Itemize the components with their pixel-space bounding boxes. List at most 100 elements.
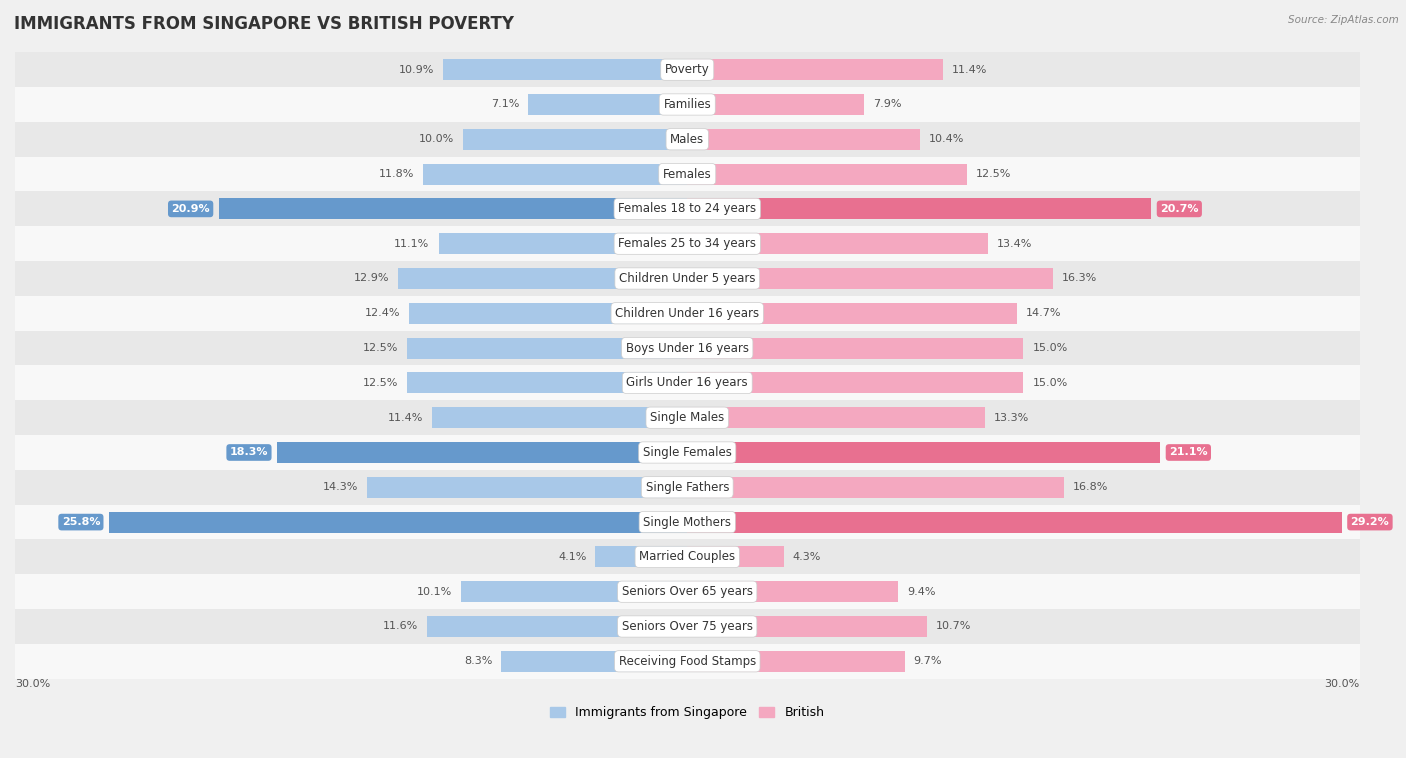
Bar <box>443 59 688 80</box>
Bar <box>15 87 1360 122</box>
Bar <box>688 547 783 567</box>
Text: 30.0%: 30.0% <box>15 679 51 689</box>
Text: Single Mothers: Single Mothers <box>644 515 731 528</box>
Text: 10.0%: 10.0% <box>419 134 454 144</box>
Bar <box>688 233 987 254</box>
Text: Boys Under 16 years: Boys Under 16 years <box>626 342 749 355</box>
Text: 13.4%: 13.4% <box>997 239 1032 249</box>
Bar <box>688 442 1160 463</box>
Text: 12.9%: 12.9% <box>354 274 389 283</box>
Text: 10.1%: 10.1% <box>416 587 451 597</box>
Text: 13.3%: 13.3% <box>994 412 1029 423</box>
Text: Children Under 16 years: Children Under 16 years <box>616 307 759 320</box>
Text: 14.3%: 14.3% <box>322 482 359 492</box>
Bar <box>688 303 1017 324</box>
Text: 8.3%: 8.3% <box>464 656 492 666</box>
Bar <box>688 199 1152 219</box>
Text: 11.4%: 11.4% <box>388 412 423 423</box>
Bar <box>688 581 898 602</box>
Text: Families: Families <box>664 98 711 111</box>
Bar <box>15 505 1360 540</box>
Bar <box>408 337 688 359</box>
Text: Females 25 to 34 years: Females 25 to 34 years <box>619 237 756 250</box>
Text: 12.5%: 12.5% <box>363 343 398 353</box>
Bar <box>15 227 1360 261</box>
Text: Married Couples: Married Couples <box>640 550 735 563</box>
Bar <box>15 575 1360 609</box>
Text: 15.0%: 15.0% <box>1032 378 1067 388</box>
Text: 15.0%: 15.0% <box>1032 343 1067 353</box>
Bar <box>688 512 1341 533</box>
Text: 16.3%: 16.3% <box>1062 274 1097 283</box>
Text: 14.7%: 14.7% <box>1025 309 1062 318</box>
Bar <box>688 268 1053 289</box>
Bar <box>398 268 688 289</box>
Text: Seniors Over 65 years: Seniors Over 65 years <box>621 585 752 598</box>
Text: 18.3%: 18.3% <box>229 447 269 458</box>
Text: Single Females: Single Females <box>643 446 731 459</box>
Bar <box>15 435 1360 470</box>
Bar <box>15 470 1360 505</box>
Text: Females 18 to 24 years: Females 18 to 24 years <box>619 202 756 215</box>
Text: Source: ZipAtlas.com: Source: ZipAtlas.com <box>1288 15 1399 25</box>
Text: Seniors Over 75 years: Seniors Over 75 years <box>621 620 752 633</box>
Text: 25.8%: 25.8% <box>62 517 100 527</box>
Text: IMMIGRANTS FROM SINGAPORE VS BRITISH POVERTY: IMMIGRANTS FROM SINGAPORE VS BRITISH POV… <box>14 15 515 33</box>
Text: Single Fathers: Single Fathers <box>645 481 728 493</box>
Bar <box>15 400 1360 435</box>
Bar <box>688 372 1024 393</box>
Text: 11.1%: 11.1% <box>394 239 430 249</box>
Text: 10.7%: 10.7% <box>936 622 972 631</box>
Bar <box>277 442 688 463</box>
Bar <box>529 94 688 115</box>
Bar <box>461 581 688 602</box>
Text: 4.3%: 4.3% <box>793 552 821 562</box>
Text: 29.2%: 29.2% <box>1351 517 1389 527</box>
Bar <box>15 540 1360 575</box>
Text: 12.5%: 12.5% <box>363 378 398 388</box>
Text: 9.7%: 9.7% <box>914 656 942 666</box>
Text: 11.6%: 11.6% <box>382 622 419 631</box>
Text: Girls Under 16 years: Girls Under 16 years <box>627 377 748 390</box>
Text: Receiving Food Stamps: Receiving Food Stamps <box>619 655 756 668</box>
Bar <box>15 644 1360 678</box>
Text: Females: Females <box>662 168 711 180</box>
Bar <box>15 609 1360 644</box>
Bar <box>427 616 688 637</box>
Bar <box>595 547 688 567</box>
Bar <box>15 330 1360 365</box>
Bar <box>439 233 688 254</box>
Bar <box>688 407 986 428</box>
Bar <box>15 365 1360 400</box>
Bar <box>15 192 1360 227</box>
Bar <box>15 52 1360 87</box>
Bar <box>688 337 1024 359</box>
Text: 9.4%: 9.4% <box>907 587 935 597</box>
Bar <box>15 157 1360 192</box>
Bar <box>409 303 688 324</box>
Text: 20.7%: 20.7% <box>1160 204 1198 214</box>
Text: 11.8%: 11.8% <box>378 169 413 179</box>
Bar <box>15 122 1360 157</box>
Bar <box>15 296 1360 330</box>
Legend: Immigrants from Singapore, British: Immigrants from Singapore, British <box>546 701 830 724</box>
Text: 7.9%: 7.9% <box>873 99 901 109</box>
Text: 21.1%: 21.1% <box>1168 447 1208 458</box>
Text: Poverty: Poverty <box>665 63 710 77</box>
Text: 10.9%: 10.9% <box>399 64 434 75</box>
Text: 30.0%: 30.0% <box>1324 679 1360 689</box>
Bar <box>110 512 688 533</box>
Bar <box>502 651 688 672</box>
Text: 20.9%: 20.9% <box>172 204 209 214</box>
Text: 12.5%: 12.5% <box>976 169 1012 179</box>
Text: 11.4%: 11.4% <box>952 64 987 75</box>
Text: 7.1%: 7.1% <box>491 99 519 109</box>
Bar <box>367 477 688 498</box>
Bar <box>688 59 942 80</box>
Bar <box>688 616 927 637</box>
Bar <box>688 94 865 115</box>
Bar <box>423 164 688 184</box>
Bar <box>408 372 688 393</box>
Bar <box>688 129 921 150</box>
Text: 12.4%: 12.4% <box>366 309 401 318</box>
